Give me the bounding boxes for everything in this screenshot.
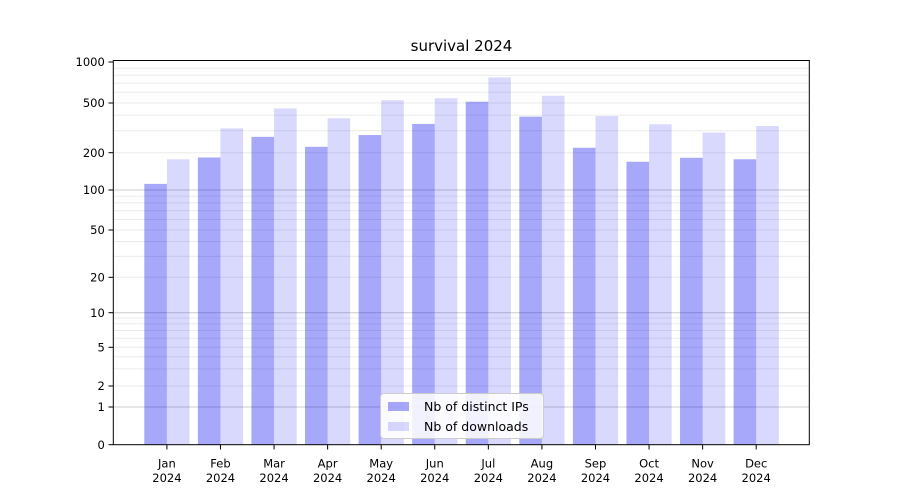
x-tick-year-may: 2024 [367,471,396,485]
chart-title: survival 2024 [410,37,513,55]
y-tick-label-50: 50 [90,223,105,237]
y-tick-label-5: 5 [97,341,104,355]
x-tick-label-mar: Mar [263,457,285,471]
y-tick-label-20: 20 [90,271,105,285]
bar-nb-of-downloads-feb [220,128,244,445]
x-tick-year-nov: 2024 [688,471,717,485]
bar-nb-of-distinct-ips-dec [733,159,757,445]
legend-label-downloads: Nb of downloads [424,418,529,434]
bar-nb-of-distinct-ips-aug [519,116,542,445]
x-tick-label-jan: Jan [157,457,176,471]
bar-nb-of-downloads-dec [756,126,779,445]
bar-nb-of-downloads-oct [649,124,672,445]
y-tick-label-200: 200 [83,146,105,160]
x-tick-year-dec: 2024 [742,471,771,485]
x-tick-label-may: May [369,457,393,471]
legend-label-distinct-ips: Nb of distinct IPs [424,398,529,414]
bar-nb-of-distinct-ips-sep [572,147,596,445]
y-tick-label-2: 2 [97,379,104,393]
x-tick-label-jun: Jun [425,457,444,471]
x-tick-year-sep: 2024 [581,471,610,485]
bar-nb-of-downloads-apr [327,118,351,445]
x-tick-year-oct: 2024 [634,471,663,485]
x-tick-year-jul: 2024 [474,471,503,485]
bar-nb-of-distinct-ips-jul [465,101,489,445]
bar-nb-of-distinct-ips-may [358,135,382,445]
bar-nb-of-downloads-jul [488,77,511,445]
bar-nb-of-distinct-ips-oct [626,161,650,445]
x-tick-year-mar: 2024 [259,471,288,485]
bar-nb-of-distinct-ips-feb [197,157,221,445]
bar-nb-of-downloads-jun [434,98,458,445]
x-tick-year-jun: 2024 [420,471,449,485]
y-tick-label-1000: 1000 [76,55,105,69]
x-tick-label-apr: Apr [318,457,338,471]
bar-nb-of-downloads-may [381,100,404,445]
x-tick-year-apr: 2024 [313,471,342,485]
y-tick-label-1: 1 [97,400,104,414]
bar-nb-of-distinct-ips-apr [305,146,328,445]
x-tick-label-feb: Feb [210,457,230,471]
x-tick-year-aug: 2024 [527,471,556,485]
legend-swatch-downloads [388,421,409,431]
legend-swatch-distinct-ips [388,401,409,411]
y-tick-label-0: 0 [97,438,104,452]
legend: Nb of distinct IPs Nb of downloads [380,393,544,439]
bar-nb-of-downloads-mar [274,108,297,445]
legend-item-downloads: Nb of downloads [388,419,543,434]
bar-nb-of-distinct-ips-jun [412,123,435,445]
bar-nb-of-distinct-ips-mar [251,136,275,445]
plot-border [112,60,810,446]
y-tick-label-500: 500 [83,96,105,110]
x-tick-label-jul: Jul [480,457,495,471]
y-tick-label-100: 100 [83,183,105,197]
x-tick-label-dec: Dec [745,457,767,471]
bar-nb-of-downloads-nov [702,132,726,445]
x-tick-label-nov: Nov [691,457,714,471]
x-tick-year-jan: 2024 [152,471,181,485]
y-tick-label-10: 10 [90,306,105,320]
bar-nb-of-distinct-ips-nov [680,157,703,445]
legend-item-distinct-ips: Nb of distinct IPs [388,399,543,414]
x-tick-label-oct: Oct [639,457,659,471]
bar-nb-of-distinct-ips-jan [144,183,167,445]
bar-nb-of-downloads-aug [541,95,565,445]
bar-nb-of-downloads-jan [166,159,190,445]
x-tick-label-sep: Sep [585,457,607,471]
bar-nb-of-downloads-sep [595,116,619,445]
x-tick-year-feb: 2024 [206,471,235,485]
x-tick-label-aug: Aug [531,457,553,471]
